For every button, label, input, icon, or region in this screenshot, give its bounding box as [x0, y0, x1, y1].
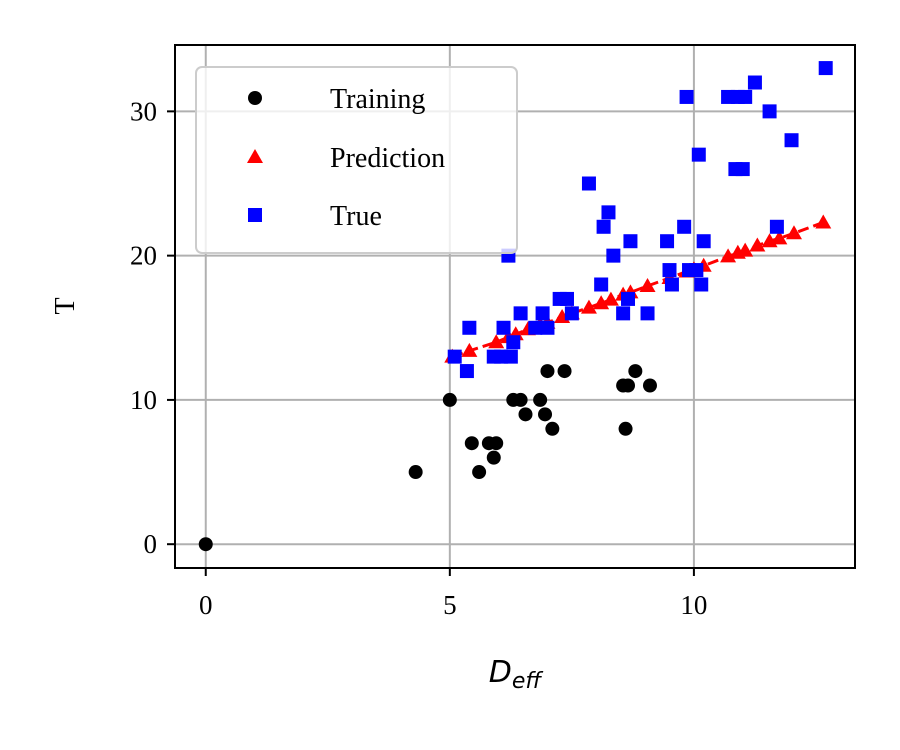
prediction-point — [593, 295, 610, 310]
training-point — [538, 407, 553, 422]
true-point — [621, 291, 636, 306]
true-point — [738, 89, 753, 104]
data-series — [198, 61, 833, 552]
x-tick-label: 10 — [680, 590, 707, 620]
true-point — [696, 234, 711, 249]
prediction-point — [580, 299, 597, 314]
training-point — [642, 378, 657, 393]
true-point — [506, 335, 521, 350]
prediction-point — [639, 277, 656, 292]
true-point — [694, 277, 709, 292]
y-axis-label: T — [50, 297, 81, 314]
x-axis-label: Deff — [489, 655, 544, 694]
true-point — [601, 205, 616, 220]
training-point — [472, 465, 487, 480]
training-point — [408, 465, 423, 480]
training-point — [618, 421, 633, 436]
true-point — [762, 104, 777, 119]
training-point — [198, 537, 213, 552]
training-point — [557, 364, 572, 379]
prediction-point — [815, 214, 832, 229]
training-point — [464, 436, 479, 451]
training-point — [518, 407, 533, 422]
true-point — [447, 349, 462, 364]
series-training — [198, 364, 657, 552]
true-point — [535, 306, 550, 321]
true-point — [769, 219, 784, 234]
training-point — [540, 364, 555, 379]
true-point — [660, 234, 675, 249]
training-point — [442, 392, 457, 407]
training-point — [628, 364, 643, 379]
legend-box — [195, 66, 518, 254]
y-tick-label: 30 — [130, 96, 157, 126]
true-point — [459, 364, 474, 379]
true-point — [784, 133, 799, 148]
prediction-point — [771, 230, 788, 245]
true-point — [462, 320, 477, 335]
legend-label-prediction: Prediction — [330, 143, 445, 174]
prediction-point — [785, 225, 802, 240]
prediction-point — [602, 291, 619, 306]
training-point — [545, 421, 560, 436]
legend: Training Prediction True — [195, 66, 518, 254]
training-point — [513, 392, 528, 407]
plot-frame — [174, 44, 856, 569]
true-point — [496, 320, 511, 335]
legend-label-training: Training — [330, 84, 425, 115]
true-point — [679, 89, 694, 104]
true-point — [735, 162, 750, 177]
training-point — [489, 436, 504, 451]
true-point — [662, 263, 677, 278]
y-tick-label: 20 — [130, 241, 157, 271]
true-point — [664, 277, 679, 292]
prediction-point — [749, 237, 766, 252]
x-tick-label: 5 — [443, 590, 457, 620]
y-tick-label: 10 — [130, 385, 157, 415]
prediction-point — [720, 248, 737, 263]
true-point — [581, 176, 596, 191]
true-point — [616, 306, 631, 321]
true-point — [623, 234, 638, 249]
training-point — [621, 378, 636, 393]
training-point — [533, 392, 548, 407]
legend-marker-true — [248, 208, 262, 222]
prediction-point — [488, 334, 505, 349]
legend-marker-training — [248, 91, 262, 105]
true-point — [747, 75, 762, 90]
true-point — [606, 248, 621, 263]
true-point — [564, 306, 579, 321]
true-point — [640, 306, 655, 321]
legend-marker-prediction — [247, 149, 263, 163]
series-true — [447, 61, 833, 379]
true-point — [594, 277, 609, 292]
true-point — [596, 219, 611, 234]
training-point — [486, 450, 501, 465]
axis-ticks: 0 5 10 0 10 20 30 — [130, 96, 707, 620]
x-tick-label: 0 — [199, 590, 213, 620]
legend-label-true: True — [330, 201, 382, 232]
true-point — [540, 320, 555, 335]
true-point — [559, 291, 574, 306]
prediction-point — [461, 342, 478, 357]
true-point — [503, 349, 518, 364]
true-point — [677, 219, 692, 234]
true-point — [818, 61, 833, 76]
true-point — [689, 263, 704, 278]
true-point — [528, 320, 543, 335]
y-tick-label: 0 — [144, 529, 158, 559]
true-point — [691, 147, 706, 162]
prediction-point — [737, 242, 754, 257]
true-point — [513, 306, 528, 321]
